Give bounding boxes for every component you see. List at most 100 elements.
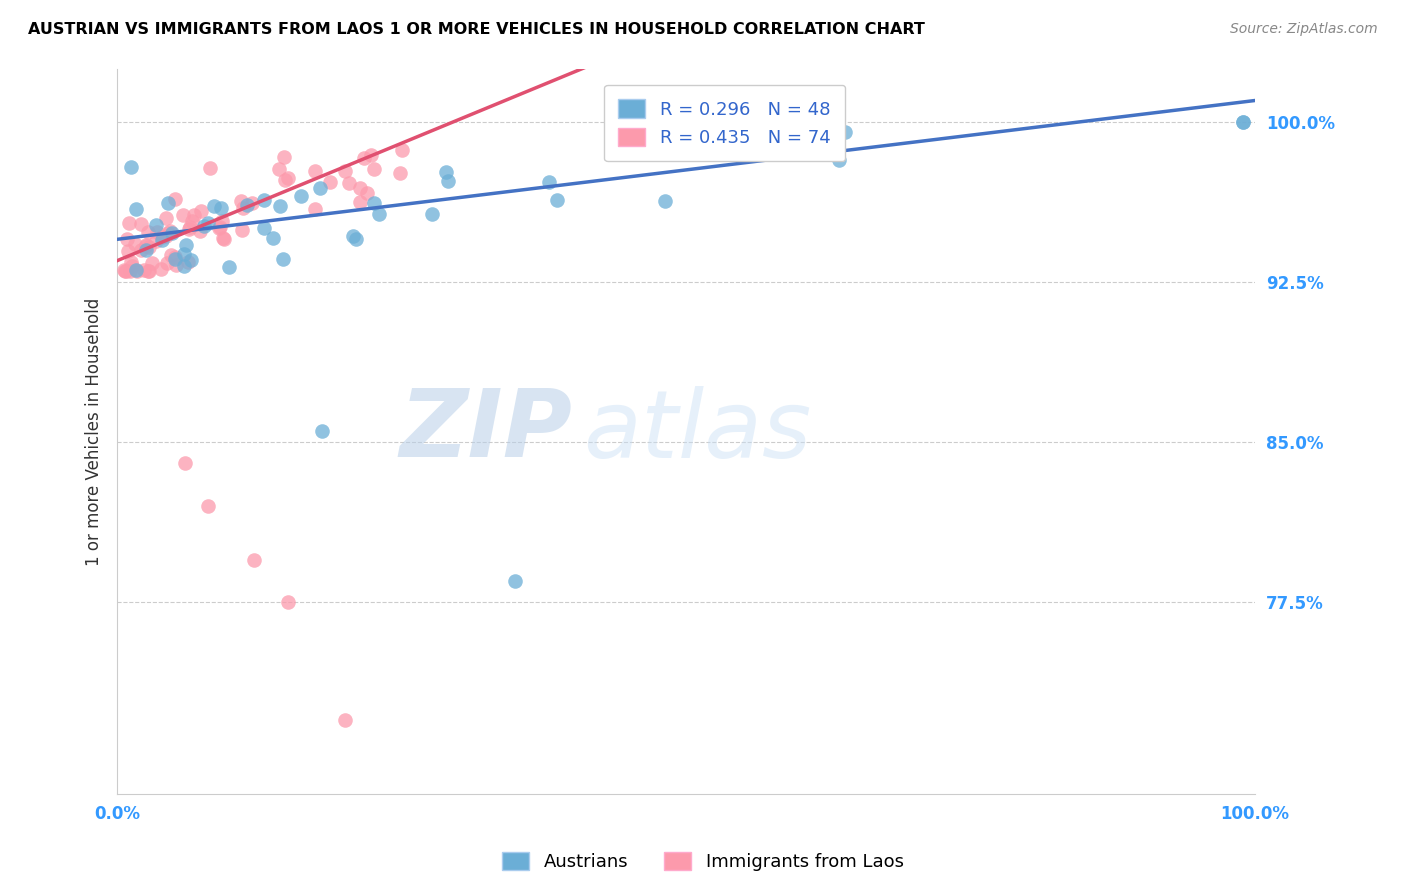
Text: ZIP: ZIP <box>399 385 572 477</box>
Immigrants from Laos <box>135 239 157 253</box>
Immigrants from Laos <box>353 151 375 165</box>
Immigrants from Laos <box>118 216 141 230</box>
Text: atlas: atlas <box>583 386 811 477</box>
Austrians <box>434 165 457 179</box>
Austrians <box>209 201 232 215</box>
Immigrants from Laos <box>198 161 221 175</box>
Austrians <box>156 196 179 211</box>
Immigrants from Laos <box>318 176 340 190</box>
Immigrants from Laos <box>208 220 231 235</box>
Immigrants from Laos <box>363 161 385 176</box>
Austrians <box>150 233 173 247</box>
Austrians <box>309 181 332 195</box>
Legend: Austrians, Immigrants from Laos: Austrians, Immigrants from Laos <box>495 845 911 879</box>
Immigrants from Laos <box>155 229 177 244</box>
Immigrants from Laos <box>138 264 160 278</box>
Austrians <box>834 125 856 139</box>
Austrians <box>124 202 146 217</box>
Immigrants from Laos <box>304 164 326 178</box>
Immigrants from Laos <box>172 208 194 222</box>
Immigrants from Laos <box>356 186 378 201</box>
Immigrants from Laos <box>150 262 173 277</box>
Immigrants from Laos <box>273 150 295 164</box>
Immigrants from Laos <box>124 237 146 252</box>
Austrians <box>193 219 215 233</box>
Immigrants from Laos <box>391 143 413 157</box>
Immigrants from Laos <box>349 180 371 194</box>
Immigrants from Laos <box>118 264 141 278</box>
Immigrants from Laos <box>127 264 149 278</box>
Immigrants from Laos <box>134 263 156 277</box>
Austrians <box>344 232 367 246</box>
Austrians <box>253 221 276 235</box>
Austrians <box>120 160 142 174</box>
Austrians <box>290 188 312 202</box>
Immigrants from Laos <box>197 499 219 513</box>
Immigrants from Laos <box>211 231 233 245</box>
Austrians <box>236 198 259 212</box>
Immigrants from Laos <box>150 229 173 244</box>
Immigrants from Laos <box>337 176 360 190</box>
Austrians <box>173 259 195 273</box>
Immigrants from Laos <box>179 219 201 234</box>
Austrians <box>253 193 276 207</box>
Immigrants from Laos <box>242 552 264 566</box>
Immigrants from Laos <box>183 208 205 222</box>
Immigrants from Laos <box>231 194 253 208</box>
Austrians <box>269 199 291 213</box>
Immigrants from Laos <box>159 248 181 262</box>
Austrians <box>145 218 167 232</box>
Austrians <box>197 217 219 231</box>
Immigrants from Laos <box>145 234 167 248</box>
Immigrants from Laos <box>211 214 233 228</box>
Immigrants from Laos <box>174 457 197 471</box>
Austrians <box>367 207 389 221</box>
Austrians <box>271 252 294 267</box>
Austrians <box>1232 115 1254 129</box>
Immigrants from Laos <box>120 255 142 269</box>
Immigrants from Laos <box>181 214 204 228</box>
Austrians <box>262 231 284 245</box>
Austrians <box>607 137 630 152</box>
Immigrants from Laos <box>138 240 160 254</box>
Immigrants from Laos <box>129 217 152 231</box>
Immigrants from Laos <box>232 201 254 215</box>
Immigrants from Laos <box>277 595 299 609</box>
Austrians <box>124 262 146 277</box>
Austrians <box>780 136 803 150</box>
Austrians <box>135 243 157 257</box>
Austrians <box>165 252 187 266</box>
Immigrants from Laos <box>231 223 253 237</box>
Austrians <box>218 260 240 275</box>
Austrians <box>738 115 761 129</box>
Immigrants from Laos <box>212 232 235 246</box>
Immigrants from Laos <box>388 166 411 180</box>
Immigrants from Laos <box>129 243 152 257</box>
Immigrants from Laos <box>136 225 159 239</box>
Immigrants from Laos <box>190 204 212 219</box>
Immigrants from Laos <box>135 238 157 252</box>
Immigrants from Laos <box>121 259 143 273</box>
Austrians <box>180 252 202 267</box>
Immigrants from Laos <box>333 163 356 178</box>
Legend: R = 0.296   N = 48, R = 0.435   N = 74: R = 0.296 N = 48, R = 0.435 N = 74 <box>605 85 845 161</box>
Immigrants from Laos <box>360 148 382 162</box>
Text: AUSTRIAN VS IMMIGRANTS FROM LAOS 1 OR MORE VEHICLES IN HOUSEHOLD CORRELATION CHA: AUSTRIAN VS IMMIGRANTS FROM LAOS 1 OR MO… <box>28 22 925 37</box>
Immigrants from Laos <box>240 195 263 210</box>
Austrians <box>422 207 444 221</box>
Immigrants from Laos <box>165 258 187 272</box>
Immigrants from Laos <box>155 211 177 225</box>
Austrians <box>537 175 560 189</box>
Immigrants from Laos <box>141 256 163 270</box>
Immigrants from Laos <box>163 250 186 264</box>
Immigrants from Laos <box>115 264 138 278</box>
Austrians <box>546 193 568 207</box>
Immigrants from Laos <box>136 264 159 278</box>
Austrians <box>202 199 225 213</box>
Immigrants from Laos <box>349 194 371 209</box>
Immigrants from Laos <box>269 161 291 176</box>
Immigrants from Laos <box>207 221 229 235</box>
Immigrants from Laos <box>117 244 139 258</box>
Immigrants from Laos <box>145 225 167 239</box>
Immigrants from Laos <box>112 263 135 277</box>
